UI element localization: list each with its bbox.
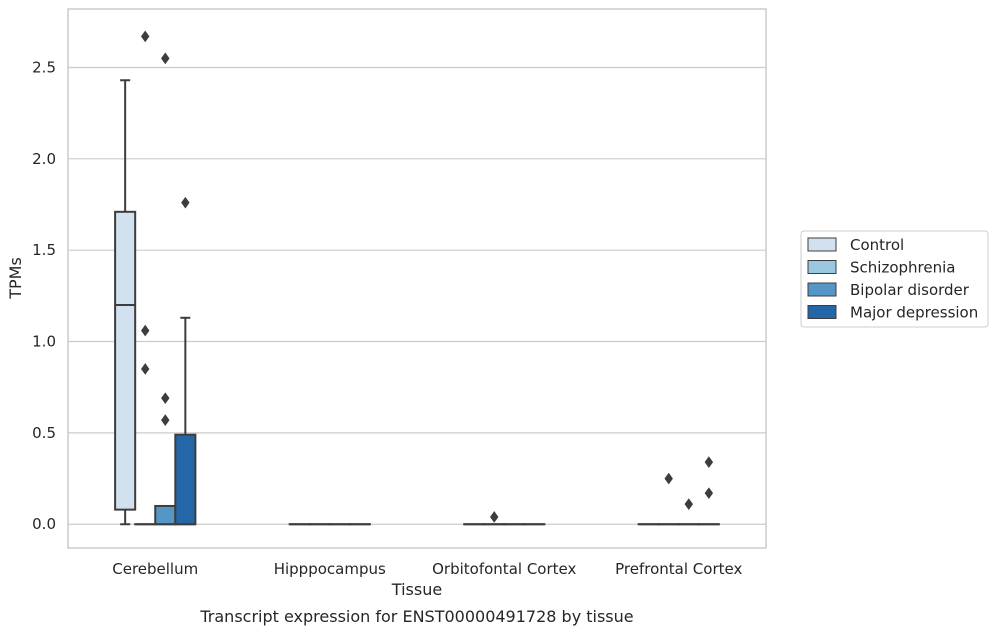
legend-items: Control Schizophrenia Bipolar disorder Majo… [807, 236, 978, 322]
box [154, 504, 177, 526]
legend-label: Control [850, 236, 904, 254]
y-tick-label: 0.0 [32, 515, 56, 533]
plot-frame [67, 8, 767, 549]
outlier-point [161, 52, 170, 65]
plot-background [68, 9, 766, 548]
outlier-point [704, 456, 714, 468]
outlier-point [140, 363, 150, 375]
legend-label: Major depression [850, 304, 978, 322]
outlier-point [140, 324, 150, 337]
x-tick-label: Orbitofontal Cortex [432, 560, 576, 578]
x-tick-labels: Cerebellum Hipppocampus Orbitofontal Corte… [112, 560, 742, 578]
x-tick-label: Prefrontal Cortex [615, 560, 742, 578]
outlier-point [664, 472, 673, 485]
x-axis-title: Tissue [391, 580, 442, 599]
y-tick-label: 2.5 [32, 58, 56, 76]
outlier-point [489, 511, 499, 523]
legend-frame [800, 230, 989, 328]
legend-swatch [807, 305, 837, 319]
y-tick-label: 1.0 [32, 333, 56, 351]
outlier-point [684, 498, 694, 511]
outlier-point [140, 30, 150, 43]
y-tick-label: 0.5 [32, 424, 56, 442]
legend-swatch [807, 282, 837, 297]
chart-caption: Transcript expression for ENST0000049172… [199, 607, 633, 626]
legend-swatch [807, 237, 837, 252]
x-tick-label: Hipppocampus [274, 560, 386, 578]
box [174, 433, 197, 526]
legend-label: Bipolar disorder [850, 281, 970, 299]
outlier-point [704, 487, 714, 500]
y-tick-label: 1.5 [32, 241, 56, 259]
x-tick-label: Cerebellum [112, 560, 198, 578]
y-axis-title: TPMs [6, 257, 25, 300]
y-tick-labels: 0.0 0.5 1.0 1.5 2.0 2.5 [32, 58, 56, 533]
legend-swatch [807, 260, 837, 274]
outlier-point [161, 392, 170, 405]
outlier-point [161, 414, 170, 426]
outlier-point [181, 196, 190, 209]
box [114, 210, 137, 511]
y-tick-label: 2.0 [32, 150, 56, 168]
legend-label: Schizophrenia [850, 259, 955, 277]
box-series [114, 30, 720, 526]
legend: Control Schizophrenia Bipolar disorder Majo… [800, 230, 989, 328]
